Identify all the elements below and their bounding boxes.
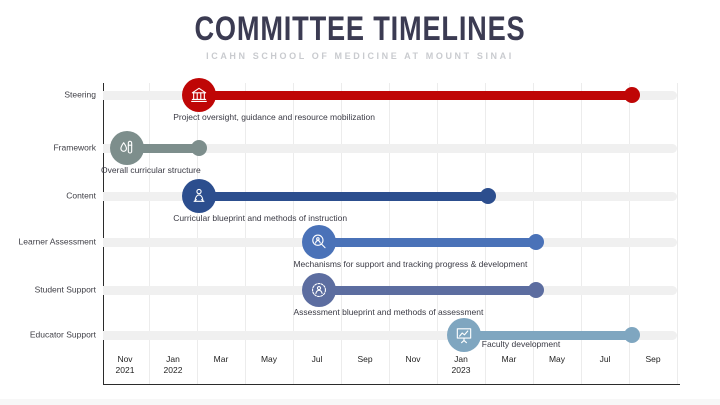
gridline [485, 83, 486, 385]
axis-frame [103, 83, 680, 385]
bar-end-dot [624, 87, 641, 103]
institution-icon [182, 78, 217, 112]
axis-tick: Jan 2023 [437, 354, 485, 376]
presentation-chart-icon [446, 318, 481, 352]
axis-tick: Nov [389, 354, 437, 365]
axis-tick: Sep [341, 354, 389, 365]
tick-month: Jul [311, 354, 323, 364]
tick-year: 2021 [115, 365, 135, 376]
tick-month: Mar [213, 354, 229, 364]
lab-tube-icon [110, 131, 145, 165]
gridline [677, 83, 678, 385]
tick-month: Nov [117, 354, 133, 364]
gridline [437, 83, 438, 385]
slide-header: COMMITTEE TIMELINES ICAHN SCHOOL OF MEDI… [0, 0, 720, 61]
row-description: Curricular blueprint and methods of inst… [173, 213, 348, 223]
magnifier-person-icon [302, 225, 337, 259]
timeline-bar [463, 330, 633, 340]
gridline [245, 83, 246, 385]
bar-end-dot [527, 234, 544, 250]
axis-tick: Nov 2021 [101, 354, 149, 376]
row-label: Steering [64, 89, 96, 100]
slide-bottom-edge [0, 399, 720, 405]
tick-month: Nov [405, 354, 421, 364]
bar-end-dot [191, 140, 208, 156]
row-description: Mechanisms for support and tracking prog… [293, 259, 528, 269]
timeline-bar [319, 285, 536, 295]
axis-tick: Sep [629, 354, 677, 365]
instructor-person-icon [182, 179, 217, 213]
row-description: Project oversight, guidance and resource… [173, 112, 375, 122]
axis-tick: Jul [293, 354, 341, 365]
gridline [149, 83, 150, 385]
row-label: Content [66, 190, 96, 201]
tick-month: May [548, 354, 566, 364]
tick-month: Jul [599, 354, 611, 364]
page-subtitle: ICAHN SCHOOL OF MEDICINE AT MOUNT SINAI [206, 50, 514, 61]
row-label: Student Support [34, 284, 96, 295]
bar-end-dot [624, 327, 641, 343]
tick-month: Sep [357, 354, 373, 364]
tick-month: Sep [645, 354, 661, 364]
row-description: Assessment blueprint and methods of asse… [293, 307, 484, 317]
axis-tick: Mar [485, 354, 533, 365]
gridline [581, 83, 582, 385]
badge-person-icon [302, 273, 337, 307]
tick-year: 2023 [451, 365, 471, 376]
page-title: COMMITTEE TIMELINES [194, 10, 526, 48]
timeline-bar [319, 237, 536, 247]
timeline-bar [127, 143, 200, 153]
axis-tick: Jan 2022 [149, 354, 197, 376]
timeline-bar [199, 90, 633, 100]
row-description: Faculty development [481, 339, 561, 349]
axis-tick: Jul [581, 354, 629, 365]
gridline [293, 83, 294, 385]
tick-month: Jan [166, 354, 180, 364]
axis-tick: Mar [197, 354, 245, 365]
timeline-track [103, 143, 677, 153]
axis-tick: May [533, 354, 581, 365]
gridline [341, 83, 342, 385]
gridline [197, 83, 198, 385]
row-label: Learner Assessment [18, 236, 96, 247]
tick-month: Mar [501, 354, 517, 364]
gridline [389, 83, 390, 385]
row-label: Framework [53, 142, 96, 153]
bar-end-dot [527, 282, 544, 298]
tick-month: May [260, 354, 278, 364]
timeline-bar [199, 191, 488, 201]
timeline-track [103, 330, 677, 340]
tick-year: 2022 [163, 365, 183, 376]
gridline [629, 83, 630, 385]
axis-tick: May [245, 354, 293, 365]
tick-month: Jan [454, 354, 468, 364]
row-label: Educator Support [29, 329, 96, 340]
row-description: Overall curricular structure [101, 165, 201, 175]
bar-end-dot [479, 188, 496, 204]
